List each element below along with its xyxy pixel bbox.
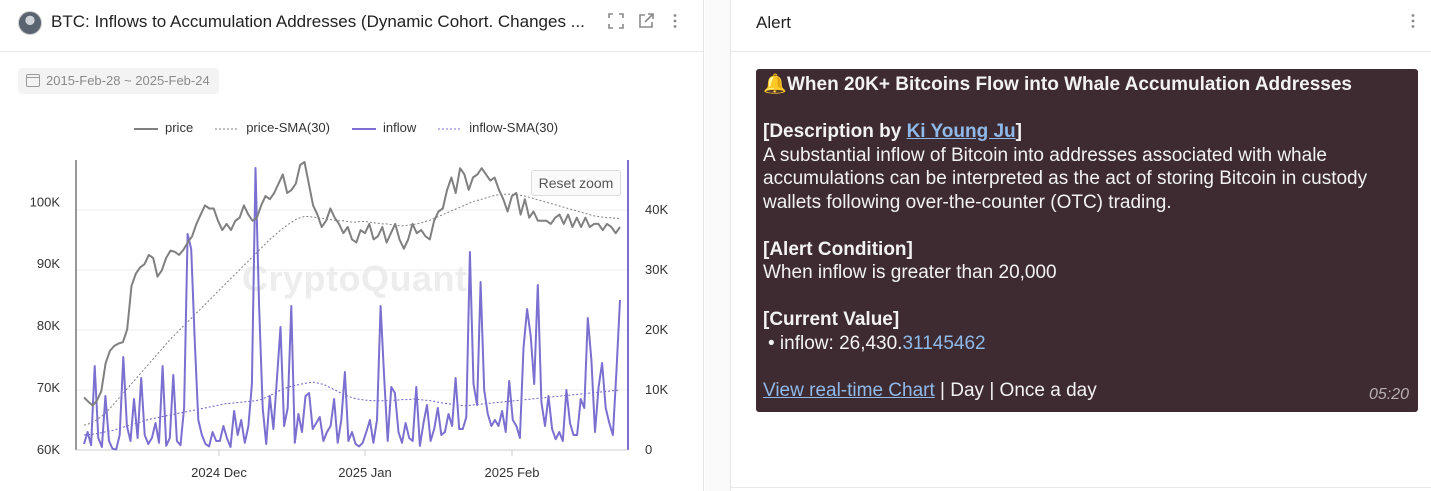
description-header: [Description by Ki Young Ju]	[763, 120, 1410, 144]
panel-divider	[705, 0, 731, 491]
y-left-tick-label: 90K	[37, 256, 60, 271]
legend-item-inflow[interactable]: inflow	[351, 120, 417, 135]
y-right-tick-label: 10K	[645, 382, 668, 397]
author-link[interactable]: Ki Young Ju	[906, 121, 1016, 142]
condition-label: [Alert Condition]	[763, 238, 913, 260]
expand-icon[interactable]	[606, 12, 626, 32]
current-value-decimals: 31145462	[902, 332, 986, 354]
message-time: 05:20	[1368, 385, 1409, 403]
reset-zoom-button[interactable]: Reset zoom	[531, 170, 621, 196]
y-right-tick-label: 40K	[645, 202, 668, 217]
legend-label: inflow	[382, 120, 417, 135]
condition-text: When inflow is greater than 20,000	[763, 262, 1057, 283]
y-left-tick-label: 100K	[30, 194, 61, 209]
description-line: accumulations can be interpreted as the …	[763, 168, 1368, 189]
bell-icon: 🔔	[763, 74, 787, 95]
alert-heading-text: When 20K+ Bitcoins Flow into Whale Accum…	[787, 74, 1352, 95]
more-vertical-icon[interactable]	[665, 12, 685, 32]
current-value: • inflow: 26,430.31145462	[763, 332, 1410, 356]
panel-footer-divider	[731, 487, 1431, 488]
y-left-tick-label: 70K	[37, 380, 60, 395]
current-value-text: • inflow: 26,430.	[768, 332, 903, 354]
legend-label: price-SMA(30)	[246, 120, 330, 135]
external-link-icon[interactable]	[636, 12, 656, 32]
x-tick-label: 2025 Jan	[338, 465, 392, 480]
chart-canvas[interactable]: 60K 70K 80K 90K 100K 0 10K 20K 30K 40K 2024 Dec 202…	[0, 150, 704, 491]
chart-title: BTC: Inflows to Accumulation Addresses (…	[51, 12, 585, 31]
author-avatar[interactable]	[18, 11, 42, 35]
y-right-tick-label: 0	[645, 442, 652, 457]
legend-label: inflow-SMA(30)	[469, 120, 559, 135]
legend-label: price	[165, 120, 194, 135]
legend-item-price[interactable]: price	[134, 120, 193, 135]
description-line: wallets following over-the-counter (OTC)…	[763, 191, 1172, 213]
chart-panel-header: BTC: Inflows to Accumulation Addresses (…	[0, 0, 703, 52]
y-right-tick-label: 20K	[645, 322, 668, 337]
watermark: CryptoQuant	[242, 258, 468, 299]
calendar-icon	[26, 74, 40, 87]
view-chart-link[interactable]: View real-time Chart	[763, 379, 935, 401]
series-price	[83, 161, 621, 407]
alert-panel-title: Alert	[756, 13, 791, 32]
alert-panel-header: Alert	[731, 0, 1431, 52]
legend-item-price-sma[interactable]: price-SMA(30)	[215, 120, 330, 135]
chart-link-row: View real-time Chart | Day | Once a day	[763, 379, 1410, 403]
series-inflow	[83, 167, 621, 451]
more-vertical-icon[interactable]	[1404, 12, 1422, 35]
schedule-text: | Day | Once a day	[934, 379, 1097, 401]
date-range-picker[interactable]: 2015-Feb-28 ~ 2025-Feb-24	[18, 68, 219, 94]
alert-panel: Alert 🔔When 20K+ Bitcoins Flow into Whal…	[731, 0, 1431, 491]
description-line: A substantial inflow of Bitcoin into add…	[763, 144, 1327, 166]
x-tick-label: 2024 Dec	[191, 465, 247, 480]
date-range-label: 2015-Feb-28 ~ 2025-Feb-24	[46, 73, 210, 88]
x-tick-label: 2025 Feb	[485, 465, 540, 480]
y-right-tick-label: 30K	[645, 262, 668, 277]
y-left-tick-label: 80K	[37, 318, 60, 333]
alert-message: 🔔When 20K+ Bitcoins Flow into Whale Accu…	[756, 69, 1418, 412]
chart-legend: price price-SMA(30) inflow inflow-SMA(30)	[134, 120, 580, 135]
current-value-label: [Current Value]	[763, 309, 900, 330]
chart-panel: BTC: Inflows to Accumulation Addresses (…	[0, 0, 704, 491]
alert-heading: 🔔When 20K+ Bitcoins Flow into Whale Accu…	[763, 73, 1410, 97]
legend-item-inflow-sma[interactable]: inflow-SMA(30)	[438, 120, 558, 135]
description-suffix: ]	[1015, 121, 1022, 142]
y-left-tick-label: 60K	[37, 442, 60, 457]
description-prefix: [Description by	[763, 121, 907, 142]
